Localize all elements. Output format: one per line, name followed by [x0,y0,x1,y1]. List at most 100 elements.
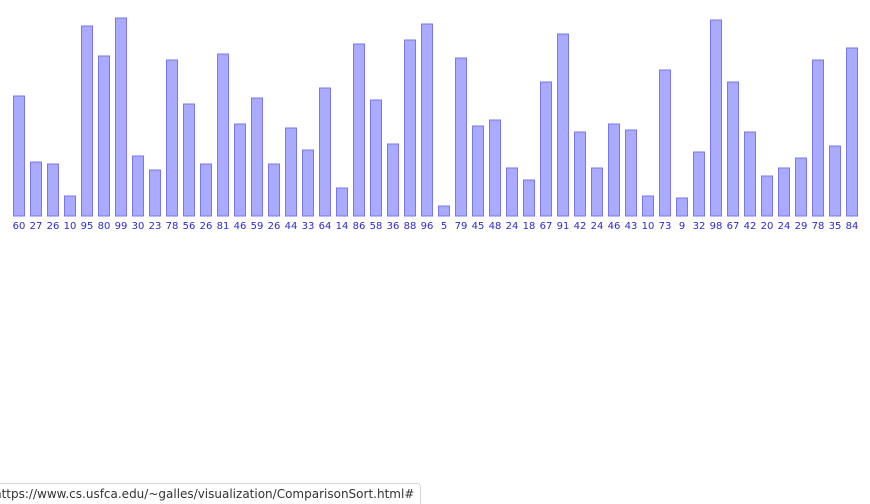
bar-label: 29 [795,221,808,232]
bar [625,129,637,217]
bar [778,167,790,217]
bar-label: 26 [47,221,60,232]
bar-label: 48 [489,221,502,232]
bar [744,131,756,217]
bar [710,19,722,217]
bar-label: 64 [319,221,332,232]
bar [455,57,467,217]
bar-label: 78 [812,221,825,232]
bar-label: 91 [557,221,570,232]
bar [608,123,620,217]
status-bar-url: https://www.cs.usfca.edu/~galles/visuali… [0,483,422,504]
bar-label: 9 [679,221,685,232]
bar-label: 95 [81,221,94,232]
bar [336,187,348,217]
bar [591,167,603,217]
bar-label: 10 [642,221,655,232]
bar [234,123,246,217]
bar [846,47,858,217]
bar-label: 20 [761,221,774,232]
bar [47,163,59,217]
bar [166,59,178,217]
bar [98,55,110,217]
bar-label: 46 [234,221,247,232]
bar-label: 56 [183,221,196,232]
bar-label: 14 [336,221,349,232]
bar-label: 32 [693,221,706,232]
bar-label: 67 [540,221,553,232]
bar [489,119,501,217]
bar-label: 84 [846,221,859,232]
bar [438,205,450,217]
bar-label: 30 [132,221,145,232]
bar-label: 86 [353,221,366,232]
bar-label: 23 [149,221,162,232]
bar-label: 81 [217,221,230,232]
bar [370,99,382,217]
bar [727,81,739,217]
bar-label: 59 [251,221,264,232]
bar-label: 26 [200,221,213,232]
bar [387,143,399,217]
bar [795,157,807,217]
bar [540,81,552,217]
bar-label: 24 [506,221,519,232]
bar-label: 43 [625,221,638,232]
bar [659,69,671,217]
bar [404,39,416,217]
bar [30,161,42,217]
bar [183,103,195,217]
bar-label: 27 [30,221,43,232]
bar-label: 60 [13,221,26,232]
bar [319,87,331,217]
bar-label: 45 [472,221,485,232]
bar-label: 33 [302,221,315,232]
bar-label: 58 [370,221,383,232]
bar-label: 96 [421,221,434,232]
bar [302,149,314,217]
bar [268,163,280,217]
bar [251,97,263,217]
bar [353,43,365,217]
bar-label: 44 [285,221,298,232]
bar-label: 98 [710,221,723,232]
sort-canvas: 60 27 26 10 95 80 99 30 23 78 56 26 81 46 59 26 44 33 64 14… [13,17,859,232]
bar-label: 88 [404,221,417,232]
bar [149,169,161,217]
bar [217,53,229,217]
bar [557,33,569,217]
bar-label: 67 [727,221,740,232]
bar [676,197,688,217]
bar [115,17,127,217]
bar-label: 99 [115,221,128,232]
bar [13,95,25,217]
bar [472,125,484,217]
bar [693,151,705,217]
bar-label: 79 [455,221,468,232]
bar-label: 18 [523,221,536,232]
bar-label: 24 [778,221,791,232]
bar-label: 80 [98,221,111,232]
bar-label: 26 [268,221,281,232]
bar [200,163,212,217]
bar-label: 42 [744,221,757,232]
bar [421,23,433,217]
bar [812,59,824,217]
bar-label: 73 [659,221,672,232]
bar [132,155,144,217]
bar [642,195,654,217]
bar-label: 24 [591,221,604,232]
bar [81,25,93,217]
bar [829,145,841,217]
bar [64,195,76,217]
bar-label: 78 [166,221,179,232]
bar [506,167,518,217]
bar-label: 10 [64,221,77,232]
bar-label: 35 [829,221,842,232]
bar-label: 46 [608,221,621,232]
bar [574,131,586,217]
bar [523,179,535,217]
bar-label: 5 [441,221,447,232]
bar-label: 42 [574,221,587,232]
